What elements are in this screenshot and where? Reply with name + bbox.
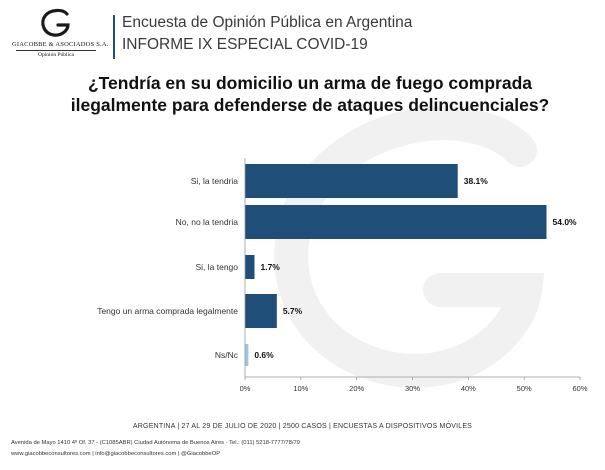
logo-mark-icon xyxy=(41,8,70,37)
data-label: 54.0% xyxy=(553,217,578,227)
header-accent-bar xyxy=(113,15,115,59)
x-tick-label: 40% xyxy=(461,384,476,393)
x-tick-label: 50% xyxy=(517,384,532,393)
bar xyxy=(245,344,249,366)
x-tick-label: 60% xyxy=(572,384,587,393)
bar xyxy=(245,205,547,239)
logo-subtitle: Opinión Pública xyxy=(38,52,74,58)
data-label: 0.6% xyxy=(254,350,274,360)
logo-company-name: GIACOBBE & ASOCIADOS S.A. xyxy=(12,41,109,48)
category-label: Si, la tendria xyxy=(191,176,239,186)
footer-address: Avenida de Mayo 1410 4º Of. 37 - (C1085A… xyxy=(11,440,300,446)
x-tick-label: 20% xyxy=(349,384,364,393)
category-label: Si, la tengo xyxy=(195,262,238,272)
x-tick-label: 10% xyxy=(293,384,308,393)
data-label: 1.7% xyxy=(260,262,280,272)
report-subtitle: INFORME IX ESPECIAL COVID-19 xyxy=(122,36,368,53)
logo-divider xyxy=(16,50,96,51)
footer-contact: www.giacobbeconsultores.com | info@giaco… xyxy=(11,451,221,457)
chart-title: ¿Tendría en su domicilio un arma de fueg… xyxy=(70,73,550,115)
bar xyxy=(245,294,277,328)
data-label: 5.7% xyxy=(283,306,303,316)
data-label: 38.1% xyxy=(464,176,489,186)
category-label: Tengo un arma comprada legalmente xyxy=(97,306,238,316)
bar xyxy=(245,164,458,198)
bar-chart: Si, la tendria 38.1% No, no la tendria 54.0… xyxy=(97,158,588,393)
report-title: Encuesta de Opinión Pública en Argentina xyxy=(122,14,413,31)
category-label: Ns/Nc xyxy=(215,350,239,360)
x-tick-label: 30% xyxy=(405,384,420,393)
x-tick-label: 0% xyxy=(240,384,251,393)
company-logo: GIACOBBE & ASOCIADOS S.A. Opinión Públic… xyxy=(12,8,109,70)
bar xyxy=(245,255,255,279)
category-label: No, no la tendria xyxy=(176,217,239,227)
survey-meta: ARGENTINA | 27 AL 29 DE JULIO DE 2020 | … xyxy=(132,423,473,430)
